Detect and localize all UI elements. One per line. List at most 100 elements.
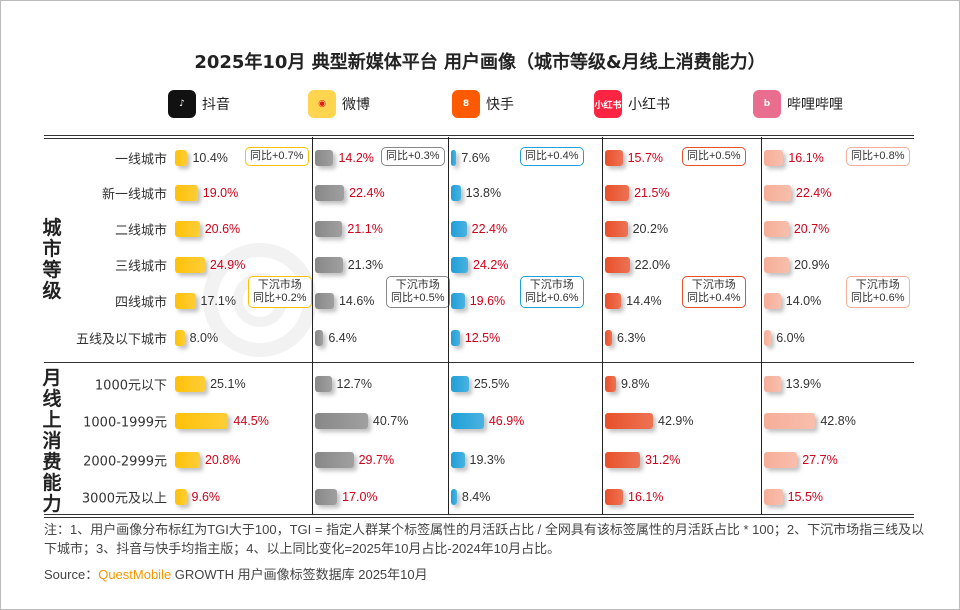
bar	[175, 150, 188, 166]
data-label: 22.4%	[471, 222, 508, 236]
bar	[175, 330, 185, 346]
bar	[764, 489, 783, 505]
bar	[451, 489, 457, 505]
bar	[605, 489, 624, 505]
data-label: 14.4%	[626, 294, 662, 308]
bar	[605, 452, 640, 468]
data-label: 19.6%	[469, 294, 506, 308]
yoy-lower-tier-note: 下沉市场 同比+0.6%	[520, 276, 584, 308]
bar	[315, 376, 332, 392]
data-label: 21.1%	[347, 222, 383, 236]
bar	[451, 293, 465, 309]
bar	[764, 150, 784, 166]
data-label: 20.9%	[794, 258, 830, 272]
data-label: 17.0%	[342, 490, 378, 504]
data-label: 40.7%	[372, 414, 409, 428]
yoy-lower-tier-note: 下沉市场 同比+0.5%	[386, 276, 450, 308]
bar	[315, 257, 343, 273]
data-label: 42.9%	[658, 414, 694, 428]
tiktok-icon: ♪	[168, 90, 196, 118]
group-label-city: 城市等级	[42, 217, 62, 302]
platform-header: b 哔哩哔哩	[753, 90, 843, 118]
bar	[764, 413, 816, 429]
note-line: 下沉市场	[257, 279, 302, 291]
bar	[764, 257, 790, 273]
bar	[451, 150, 457, 166]
source: Source：QuestMobile GROWTH 用户画像标签数据库 2025…	[44, 566, 934, 584]
data-label: 12.5%	[464, 331, 501, 345]
data-label: 22.0%	[634, 258, 671, 272]
bar	[764, 185, 791, 201]
bar	[315, 330, 324, 346]
data-label: 6.3%	[617, 331, 646, 345]
data-label: 27.7%	[802, 453, 838, 467]
data-label: 25.1%	[210, 377, 246, 391]
bar	[605, 257, 630, 273]
chart-title: 2025年10月 典型新媒体平台 用户画像（城市等级&月线上消费能力）	[194, 52, 766, 73]
yoy-tier1-note: 同比+0.8%	[846, 147, 910, 166]
category-label: 1000元以下	[94, 378, 167, 394]
bar	[175, 376, 206, 392]
data-label: 13.8%	[465, 186, 502, 200]
data-label: 8.4%	[461, 490, 491, 504]
category-label: 一线城市	[114, 152, 167, 168]
platform-name: 哔哩哔哩	[787, 97, 843, 113]
note-line: 同比+0.5%	[391, 292, 445, 304]
yoy-tier1-note: 同比+0.5%	[682, 147, 746, 166]
category-label: 二线城市	[114, 223, 167, 239]
bar	[175, 221, 200, 237]
yoy-lower-tier-note: 下沉市场 同比+0.2%	[248, 276, 312, 308]
data-label: 17.1%	[200, 294, 236, 308]
data-label: 19.3%	[469, 453, 505, 467]
bar	[605, 221, 628, 237]
bilibili-icon: b	[753, 90, 781, 118]
footnote: 注：1、用户画像分布标红为TGI大于100，TGI = 指定人群某个标签属性的月…	[44, 522, 925, 556]
yoy-tier1-note: 同比+0.4%	[520, 147, 584, 166]
data-label: 7.6%	[461, 151, 490, 165]
data-label: 16.1%	[788, 151, 824, 165]
note-line: 同比+0.6%	[525, 292, 579, 304]
column-divider	[602, 137, 603, 515]
data-label: 9.6%	[191, 490, 221, 504]
platform-header: 8 快手	[452, 90, 514, 118]
bar	[764, 293, 781, 309]
bar	[175, 413, 229, 429]
bar	[451, 452, 465, 468]
yoy-tier1-note: 同比+0.7%	[245, 147, 309, 166]
bar	[451, 330, 460, 346]
source-label: Source：	[44, 567, 99, 582]
bar	[315, 489, 338, 505]
category-label: 五线及以下城市	[75, 332, 167, 348]
bar	[175, 452, 200, 468]
category-label: 1000-1999元	[83, 415, 167, 431]
bar	[315, 185, 345, 201]
bar	[764, 376, 781, 392]
data-label: 44.5%	[233, 414, 269, 428]
bar	[605, 185, 630, 201]
divider	[44, 135, 914, 136]
category-label: 新一线城市	[101, 187, 167, 203]
data-label: 13.9%	[785, 377, 822, 391]
column-divider	[761, 137, 762, 515]
divider	[44, 138, 914, 139]
column-divider	[312, 137, 313, 515]
data-label: 8.0%	[189, 331, 219, 345]
data-label: 15.5%	[787, 490, 824, 504]
category-label: 3000元及以上	[81, 491, 167, 507]
divider	[44, 517, 914, 518]
note-line: 同比+0.6%	[851, 292, 905, 304]
data-label: 10.4%	[192, 151, 228, 165]
platform-name: 微博	[342, 97, 370, 113]
data-label: 20.6%	[204, 222, 241, 236]
data-label: 24.9%	[209, 258, 246, 272]
bar	[315, 413, 368, 429]
bar	[175, 257, 205, 273]
divider	[44, 362, 914, 363]
note-line: 下沉市场	[529, 279, 574, 291]
data-label: 14.6%	[338, 294, 375, 308]
data-label: 22.4%	[795, 186, 832, 200]
platform-header: ♪ 抖音	[168, 90, 230, 118]
yoy-lower-tier-note: 下沉市场 同比+0.4%	[682, 276, 746, 308]
category-label: 三线城市	[114, 259, 167, 275]
source-text: GROWTH 用户画像标签数据库 2025年10月	[171, 567, 428, 582]
